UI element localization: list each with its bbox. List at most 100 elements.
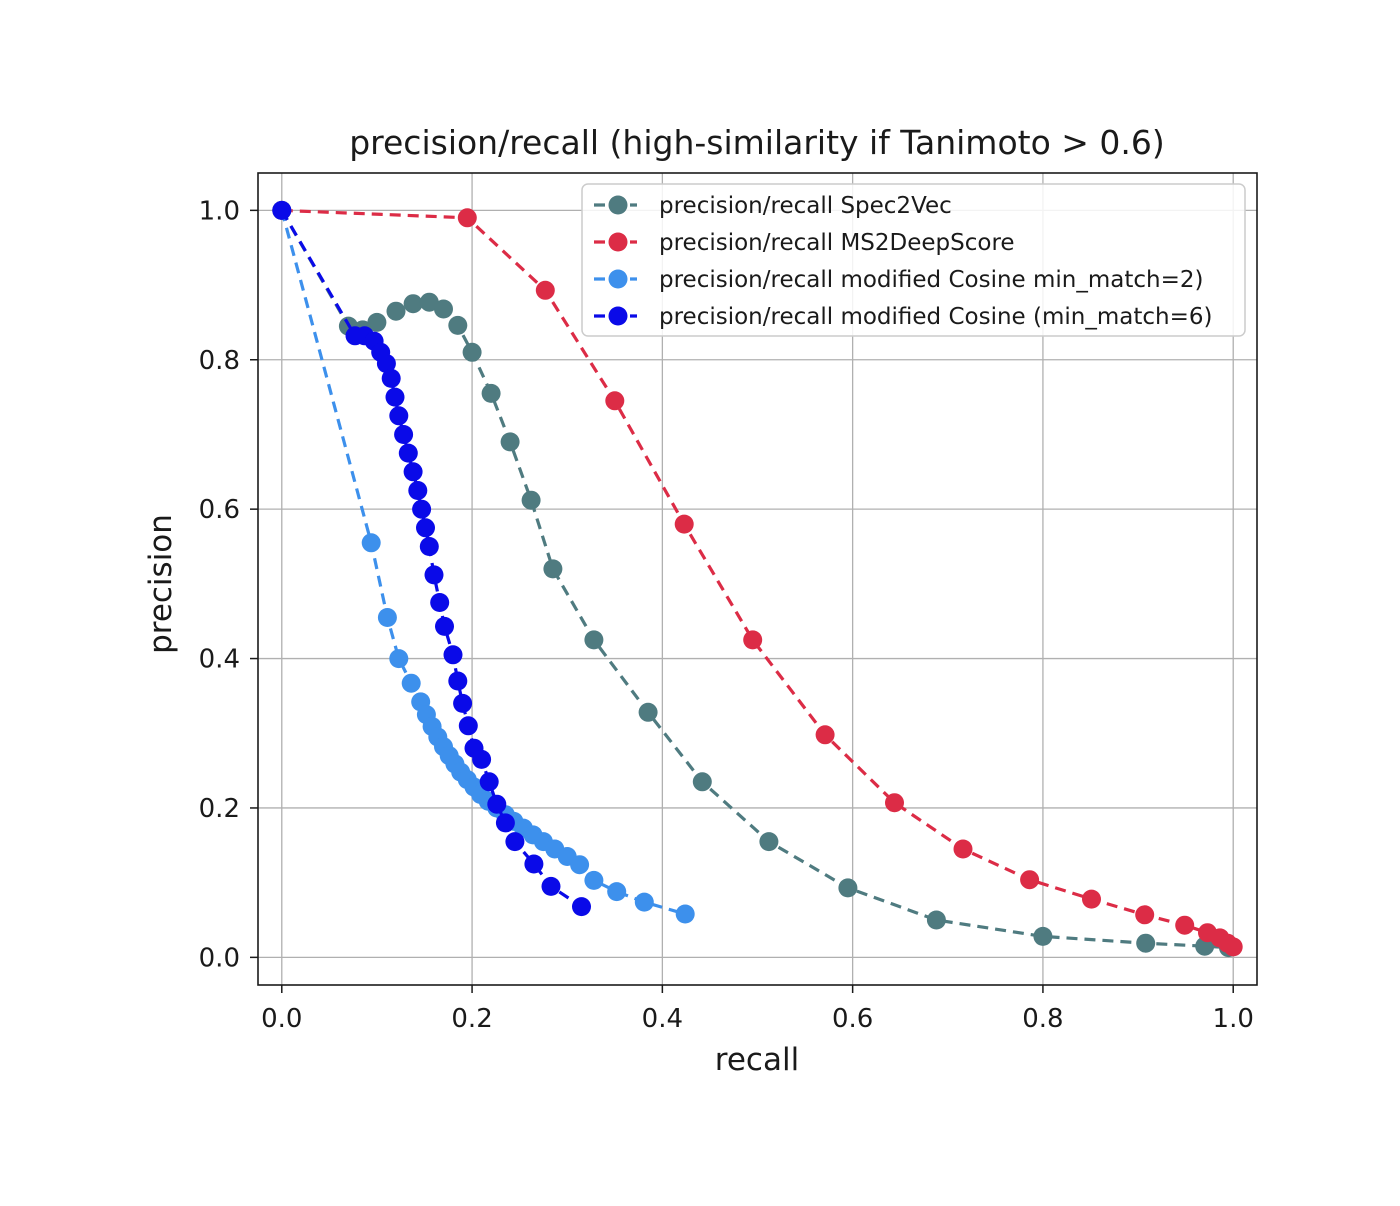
data-point: [457, 208, 477, 228]
x-tick-label: 0.4: [642, 1004, 683, 1034]
data-point: [403, 294, 423, 314]
data-point: [1223, 937, 1243, 957]
data-point: [408, 481, 428, 500]
y-tick-label: 0.0: [199, 943, 240, 973]
legend-label: precision/recall MS2DeepScore: [659, 230, 1015, 256]
data-point: [1136, 933, 1156, 953]
data-point: [458, 716, 478, 736]
data-point: [367, 312, 387, 332]
data-point: [838, 878, 858, 898]
data-point: [1135, 905, 1155, 925]
legend-item: precision/recall MS2DeepScore: [594, 230, 1015, 256]
legend-item: precision/recall modified Cosine (min_ma…: [594, 304, 1212, 330]
data-point: [376, 354, 396, 373]
data-point: [389, 649, 409, 669]
data-point: [419, 292, 439, 312]
data-point: [524, 854, 544, 874]
x-axis-ticks: 0.0 0.2 0.4 0.6 0.8 1.0: [261, 985, 1254, 1034]
data-point: [435, 616, 454, 636]
data-point: [759, 832, 779, 852]
data-point: [743, 630, 763, 650]
data-point: [385, 387, 405, 407]
data-point: [412, 499, 432, 519]
legend-item: precision/recall modified Cosine min_mat…: [594, 267, 1204, 293]
data-point: [570, 855, 590, 875]
data-point: [638, 702, 658, 722]
y-tick-label: 1.0: [199, 196, 240, 226]
data-point: [424, 565, 444, 585]
data-point: [443, 645, 463, 665]
data-point: [584, 870, 604, 890]
x-tick-label: 0.2: [451, 1004, 492, 1034]
plot-frame: [257, 172, 1258, 986]
data-point: [272, 200, 292, 220]
data-point: [815, 725, 835, 745]
data-point: [481, 383, 501, 403]
y-tick-label: 0.4: [199, 645, 240, 675]
y-tick-label: 0.6: [199, 495, 240, 525]
data-point: [495, 813, 515, 833]
x-tick-label: 0.0: [261, 1004, 302, 1034]
x-axis-label: recall: [715, 1042, 799, 1078]
data-point: [953, 839, 973, 859]
x-tick-label: 0.8: [1022, 1004, 1063, 1034]
data-point: [419, 537, 439, 556]
data-point: [462, 342, 482, 362]
data-point: [605, 391, 625, 411]
data-point: [674, 514, 694, 534]
data-point: [500, 432, 520, 452]
legend-item: precision/recall Spec2Vec: [594, 193, 952, 219]
data-point: [472, 749, 492, 769]
series-1: [272, 200, 1238, 958]
data-point: [521, 490, 541, 510]
data-point: [926, 910, 946, 930]
data-point: [453, 693, 473, 713]
legend-marker: [608, 232, 628, 252]
y-axis-ticks: 0.0 0.2 0.4 0.6 0.8 1.0: [199, 196, 258, 973]
data-point: [430, 593, 450, 612]
data-point: [394, 425, 414, 444]
data-point: [505, 832, 525, 852]
data-point: [403, 462, 423, 482]
data-point: [692, 772, 712, 792]
legend: precision/recall Spec2Vec precision/recal…: [581, 183, 1246, 337]
data-point: [584, 630, 604, 650]
data-point: [434, 299, 453, 319]
data-point: [535, 280, 555, 300]
data-point: [381, 368, 401, 388]
data-point: [386, 301, 406, 321]
data-point: [448, 671, 468, 691]
data-point: [1082, 889, 1101, 909]
data-point: [1175, 915, 1195, 935]
data-point: [541, 876, 561, 896]
legend-label: precision/recall modified Cosine min_mat…: [659, 267, 1204, 293]
legend-marker: [608, 269, 628, 289]
legend-marker: [608, 306, 628, 326]
data-point: [398, 443, 418, 463]
series-4: [272, 200, 591, 917]
x-tick-label: 0.6: [832, 1004, 873, 1034]
legend-label: precision/recall Spec2Vec: [659, 193, 952, 219]
legend-label: precision/recall modified Cosine (min_ma…: [659, 304, 1212, 330]
data-point: [377, 608, 397, 627]
data-point: [487, 794, 507, 814]
chart-title: precision/recall (high-similarity if Tan…: [349, 123, 1165, 162]
data-point: [1020, 870, 1040, 890]
legend-box: [581, 183, 1246, 337]
data-point: [675, 904, 695, 924]
data-point: [885, 793, 904, 813]
data-point: [479, 772, 499, 792]
data-point: [1033, 926, 1053, 946]
data-point: [401, 673, 421, 693]
series-layer: [272, 200, 1243, 958]
data-point: [634, 892, 654, 912]
data-point: [607, 882, 627, 902]
y-tick-label: 0.2: [199, 794, 240, 824]
legend-marker: [608, 195, 628, 215]
data-point: [361, 533, 381, 553]
data-point: [389, 406, 409, 426]
data-point: [572, 897, 591, 917]
y-axis-label: precision: [143, 514, 179, 654]
data-point: [543, 559, 563, 579]
